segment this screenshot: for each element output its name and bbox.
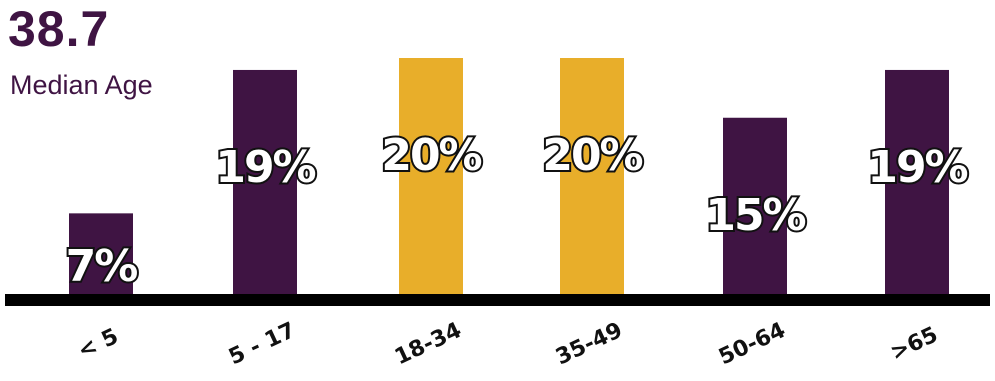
x-axis-baseline: [5, 294, 990, 306]
median-age-value: 38.7: [8, 1, 110, 57]
bar-2: [399, 58, 463, 297]
category-label-1: 5 - 17: [225, 318, 299, 370]
median-age-label: Median Age: [10, 70, 153, 100]
category-label-2: 18-34: [391, 318, 465, 370]
value-label-2: 20%: [381, 130, 481, 181]
category-label-3: 35-49: [552, 318, 626, 370]
value-label-4: 15%: [705, 190, 805, 241]
bar-4: [723, 117, 787, 297]
value-label-3: 20%: [542, 130, 642, 181]
category-label-4: 50-64: [715, 318, 789, 370]
bar-3: [560, 58, 624, 297]
value-label-5: 19%: [867, 142, 967, 193]
value-label-0: 7%: [66, 241, 138, 292]
category-label-5: >65: [887, 322, 942, 365]
bar-5: [885, 69, 949, 297]
category-label-0: < 5: [74, 324, 122, 364]
bar-1: [233, 69, 297, 297]
value-label-1: 19%: [215, 142, 315, 193]
bar-0: [69, 213, 133, 297]
